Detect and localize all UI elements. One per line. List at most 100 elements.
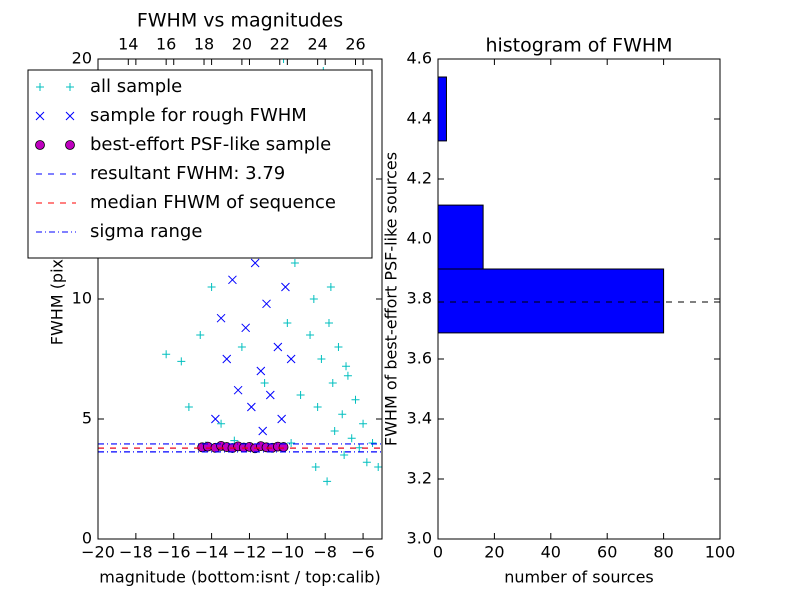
marker-stroke — [217, 419, 226, 428]
x-tick-label: 80 — [653, 543, 673, 562]
x2-tick-label: 18 — [194, 35, 214, 54]
plot-area — [98, 59, 382, 486]
plot-area — [438, 76, 720, 334]
x-axis-label: magnitude (bottom:isnt / top:calib) — [99, 568, 380, 587]
marker — [342, 362, 351, 371]
x-tick-label: 20 — [484, 543, 504, 562]
marker — [237, 343, 246, 351]
marker — [277, 414, 287, 424]
marker-stroke — [184, 403, 193, 411]
x-tick-label: −8 — [313, 543, 337, 562]
marker-dot — [65, 140, 75, 150]
marker — [296, 391, 305, 399]
chart-title: histogram of FWHM — [485, 35, 672, 57]
marker — [65, 140, 75, 150]
marker-stroke — [260, 379, 269, 387]
marker — [290, 259, 299, 267]
marker — [324, 319, 333, 327]
axes-frame — [437, 58, 721, 540]
marker — [247, 402, 256, 412]
marker — [211, 414, 220, 424]
marker-stroke — [296, 391, 305, 399]
legend-label: median FHWM of sequence — [90, 192, 336, 213]
legend: all sample sample for rough FWHM best-effo… — [27, 69, 373, 259]
marker-stroke — [290, 259, 299, 267]
marker-stroke — [247, 402, 256, 412]
marker — [262, 299, 271, 309]
marker — [283, 319, 292, 327]
y-tick-label: 5 — [82, 409, 92, 428]
bar — [438, 204, 484, 270]
marker-stroke — [162, 350, 171, 359]
legend-box — [27, 69, 373, 259]
marker — [260, 379, 269, 387]
x2-tick-label: 22 — [270, 35, 290, 54]
marker — [279, 59, 288, 63]
marker-dot — [35, 140, 45, 150]
marker — [35, 111, 45, 121]
marker-stroke — [233, 385, 243, 395]
marker-stroke — [342, 362, 351, 371]
marker-stroke — [265, 390, 275, 400]
marker-stroke — [256, 366, 266, 376]
marker-stroke — [177, 357, 186, 366]
marker — [306, 331, 315, 339]
marker-stroke — [343, 371, 352, 380]
marker — [343, 371, 352, 380]
marker — [326, 283, 335, 291]
x-tick-label: −20 — [81, 543, 115, 562]
marker-stroke — [211, 414, 220, 424]
marker-stroke — [250, 258, 260, 268]
marker-stroke — [65, 111, 75, 121]
marker-stroke — [36, 83, 44, 91]
marker — [196, 331, 205, 339]
marker-stroke — [330, 427, 339, 435]
marker — [311, 463, 320, 471]
marker — [374, 463, 382, 471]
marker — [265, 390, 275, 400]
bar — [438, 76, 447, 142]
marker — [184, 403, 193, 411]
marker-stroke — [273, 342, 283, 352]
x-tick-label: −6 — [351, 543, 375, 562]
x-tick-label: 0 — [433, 543, 443, 562]
x-tick-label: 60 — [597, 543, 617, 562]
marker — [36, 83, 44, 91]
marker — [328, 379, 337, 387]
marker-stroke — [237, 343, 246, 351]
y-axis-label: FWHM (pix) — [48, 253, 67, 346]
marker-stroke — [287, 439, 296, 447]
marker-stroke — [359, 419, 368, 428]
y-tick-label: 4.4 — [407, 109, 432, 128]
marker — [162, 350, 171, 359]
marker-stroke — [313, 403, 322, 411]
marker-stroke — [35, 111, 45, 121]
marker — [66, 83, 74, 91]
marker — [286, 354, 296, 364]
marker — [216, 313, 226, 323]
marker-stroke — [368, 439, 377, 447]
x2-tick-label: 14 — [118, 35, 138, 54]
legend-label: sample for rough FWHM — [90, 105, 307, 126]
marker — [347, 434, 356, 443]
marker — [250, 258, 260, 268]
marker-stroke — [286, 354, 296, 364]
y-tick-label: 4.6 — [407, 49, 432, 68]
marker-stroke — [317, 355, 326, 363]
marker — [362, 458, 371, 467]
marker — [355, 443, 364, 452]
marker-stroke — [281, 282, 290, 292]
marker — [351, 395, 360, 404]
marker-stroke — [351, 395, 360, 404]
bar — [438, 268, 665, 334]
marker — [317, 355, 326, 363]
marker — [313, 403, 322, 411]
marker-stroke — [258, 426, 268, 436]
y-tick-label: 4.0 — [407, 229, 432, 248]
marker-stroke — [66, 83, 74, 91]
marker — [334, 343, 343, 351]
marker — [323, 477, 332, 486]
y-tick-label: 3.0 — [407, 529, 432, 548]
x-tick-label: −14 — [195, 543, 229, 562]
